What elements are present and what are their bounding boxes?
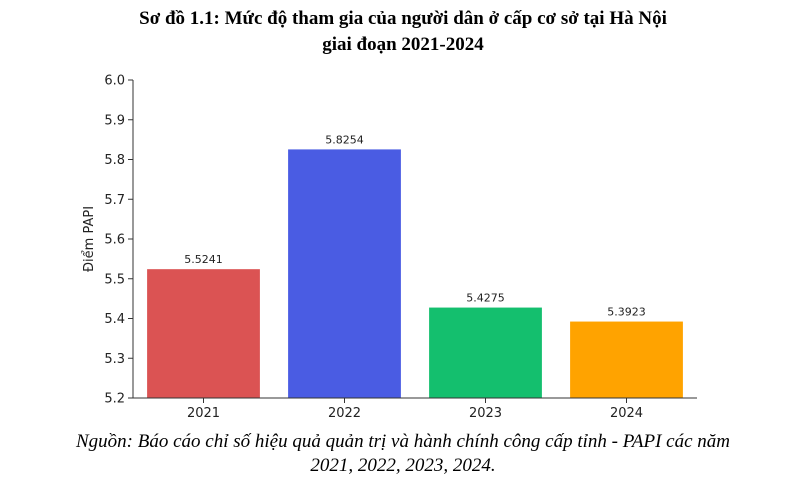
y-axis-ticks: 5.2 5.3 5.4 5.5 5.6 5.7 5.8 5.9 6.0 (104, 74, 133, 407)
x-tick-label-2023: 2023 (469, 406, 502, 421)
y-tick-label: 5.5 (104, 272, 125, 287)
x-axis-ticks: 2021 2022 2023 2024 (187, 398, 643, 421)
chart-title-line-1: Sơ đồ 1.1: Mức độ tham gia của người dân… (139, 8, 667, 29)
value-labels: 5.5241 5.8254 5.4275 5.3923 (184, 133, 646, 318)
y-tick-label: 5.7 (104, 193, 125, 208)
chart-title: Sơ đồ 1.1: Mức độ tham gia của người dân… (0, 6, 806, 58)
bar-2022 (288, 149, 401, 398)
y-axis-label: Điểm PAPI (82, 206, 97, 272)
value-label-2023: 5.4275 (466, 292, 505, 305)
y-tick-label: 5.6 (104, 233, 125, 248)
bar-2024 (570, 321, 683, 398)
value-label-2021: 5.5241 (184, 253, 223, 266)
source-line-2: 2021, 2022, 2023, 2024. (310, 455, 496, 476)
bar-2021 (147, 269, 260, 398)
y-tick-label: 5.9 (104, 113, 125, 128)
chart-title-line-2: giai đoạn 2021-2024 (322, 34, 484, 55)
y-tick-label: 6.0 (104, 74, 125, 89)
value-label-2024: 5.3923 (607, 306, 646, 319)
y-tick-label: 5.8 (104, 153, 125, 168)
x-tick-label-2021: 2021 (187, 406, 220, 421)
x-tick-label-2024: 2024 (610, 406, 643, 421)
value-label-2022: 5.8254 (325, 133, 364, 146)
bar-2023 (429, 307, 542, 398)
bars (147, 149, 683, 398)
y-tick-label: 5.2 (104, 392, 125, 407)
y-tick-label: 5.4 (104, 312, 125, 327)
source-note: Nguồn: Báo cáo chỉ số hiệu quả quản trị … (0, 430, 806, 478)
x-tick-label-2022: 2022 (328, 406, 361, 421)
y-tick-label: 5.3 (104, 352, 125, 367)
source-line-1: Nguồn: Báo cáo chỉ số hiệu quả quản trị … (76, 431, 730, 452)
